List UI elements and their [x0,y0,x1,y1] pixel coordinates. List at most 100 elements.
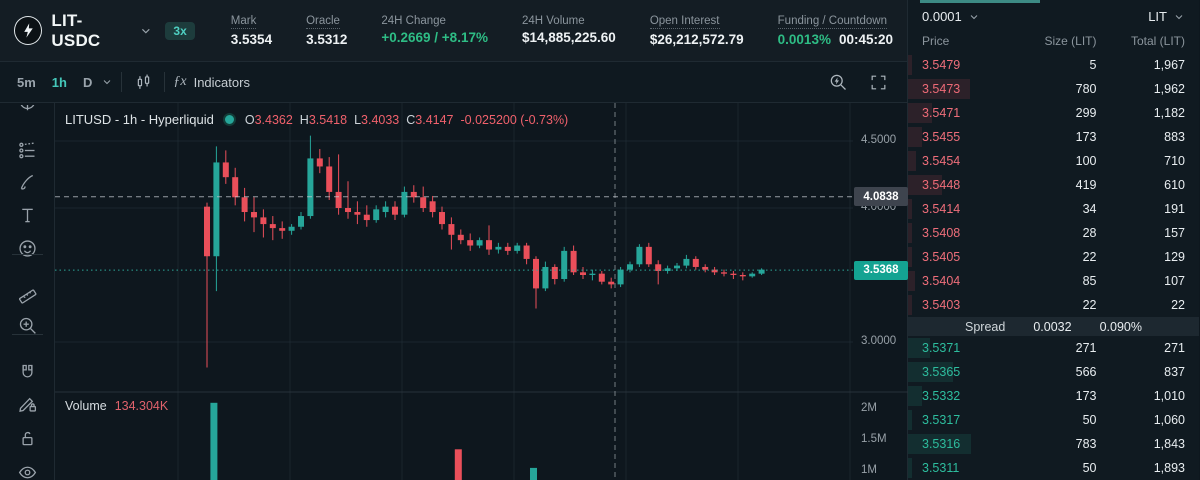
tick-size-value: 0.0001 [922,9,962,24]
last-price-label[interactable]: 3.5368 [854,260,908,280]
interval-more-chevron-icon[interactable] [101,76,113,88]
brush-tool[interactable] [0,169,55,195]
quick-search-button[interactable] [825,69,851,95]
bid-row[interactable]: 3.5311 50 1,893 [908,456,1199,480]
volume-axis-tick[interactable]: 2M [861,402,877,414]
order-size: 100 [1075,154,1097,168]
ask-row[interactable]: 3.5408 28 157 [908,221,1199,245]
alert-price-label[interactable]: 4.0838 [854,187,908,207]
drawing-tools-sidebar [0,103,55,480]
candle [570,250,577,273]
bid-row[interactable]: 3.5317 50 1,060 [908,408,1199,432]
spread-label: Spread [965,319,1006,334]
candle [683,258,690,266]
candle [608,281,615,285]
ruler-tool[interactable] [0,280,55,306]
volume-axis-tick[interactable]: 1M [861,464,877,476]
ohlc-pair: H3.5418 [300,113,347,127]
order-size: 173 [1075,130,1097,144]
magnet-tool[interactable] [0,359,55,385]
ask-row[interactable]: 3.5455 173 883 [908,125,1199,149]
fullscreen-button[interactable] [865,69,891,95]
flash-magnifier-icon [830,74,846,90]
ask-row[interactable]: 3.5404 85 107 [908,269,1199,293]
trend-line-tool[interactable] [0,137,55,163]
crosshair-tool[interactable] [0,105,55,119]
pair-selector[interactable]: LIT-USDC 3x [14,11,195,51]
divider [12,334,43,335]
text-tool[interactable] [0,202,55,228]
market-status-dot[interactable] [222,113,236,126]
order-size: 780 [1075,82,1097,96]
bid-row[interactable]: 3.5332 173 1,010 [908,384,1199,408]
candle [655,264,662,271]
leverage-badge[interactable]: 3x [165,21,195,40]
stat-value-part: 00:45:20 [838,31,893,47]
ask-row[interactable]: 3.5414 34 191 [908,197,1199,221]
ask-row[interactable]: 3.5454 100 710 [908,149,1199,173]
candle [232,177,239,198]
ask-row[interactable]: 3.5479 5 1,967 [908,53,1199,77]
header-stat: Open Interest $26,212,572.79 [649,15,744,47]
stat-value: 3.5354 [231,32,272,47]
depth-bar [908,175,942,195]
depth-bar [908,271,915,291]
brush-icon [20,174,34,190]
price-axis-tick[interactable]: 3.0000 [861,335,897,347]
candle [429,201,436,213]
ask-row[interactable]: 3.5403 22 22 [908,293,1199,317]
order-price: 3.5403 [922,298,961,312]
candle [486,240,492,250]
chevron-down-icon[interactable] [139,24,153,38]
candle [382,206,389,213]
chart-symbol-label[interactable]: LITUSD - 1h - Hyperliquid [65,112,214,127]
stat-label: Mark [230,14,257,29]
candle [514,245,521,251]
ask-row[interactable]: 3.5405 22 129 [908,245,1199,269]
column-header: Price [922,34,950,48]
coin-logo [14,16,43,45]
ask-row[interactable]: 3.5473 780 1,962 [908,77,1199,101]
tick-size-select[interactable]: 0.0001 [922,9,980,24]
zoom-in-tool[interactable] [0,312,55,338]
candle [561,250,568,280]
spread-percent: 0.090% [1099,319,1142,334]
eye-icon [18,466,37,478]
ohlc-key: L [354,112,362,127]
indicators-button[interactable]: ƒx Indicators [173,74,250,90]
candle-style-button[interactable] [130,69,156,95]
ask-row[interactable]: 3.5448 419 610 [908,173,1199,197]
volume-axis-tick[interactable]: 1.5M [861,433,887,445]
toolbar-right [825,69,897,95]
interval-D[interactable]: D [82,74,93,90]
emoji-tool[interactable] [0,235,55,261]
ohlc-pair: C3.4147 [406,113,453,127]
candle [721,272,727,274]
unlock-tool[interactable] [0,425,55,451]
pencil-lock-tool[interactable] [0,390,55,416]
bid-row[interactable]: 3.5316 783 1,843 [908,432,1199,456]
unit-select[interactable]: LIT [1148,9,1185,24]
candle [298,216,304,227]
candle [730,273,737,275]
eye-tool[interactable] [0,459,55,480]
ask-row[interactable]: 3.5471 299 1,182 [908,101,1199,125]
bid-row[interactable]: 3.5371 271 271 [908,336,1199,360]
bid-row[interactable]: 3.5365 566 837 [908,360,1199,384]
price-chart[interactable]: LITUSD - 1h - Hyperliquid O3.4362 H3.5418… [55,103,908,480]
candle [345,208,351,213]
stat-label: Funding / Countdown [777,14,887,29]
candle [335,191,342,208]
candle [204,206,210,257]
interval-5m[interactable]: 5m [17,74,36,90]
interval-1h[interactable]: 1h [51,74,67,90]
candlestick-plot[interactable] [55,103,908,480]
stat-value-part: 3.5312 [306,31,348,47]
candle [495,246,502,250]
order-price: 3.5317 [922,413,961,427]
candle [636,246,643,265]
divider [164,72,166,92]
chart-legend: LITUSD - 1h - Hyperliquid O3.4362 H3.5418… [65,112,568,127]
price-axis-tick[interactable]: 4.5000 [861,134,897,146]
